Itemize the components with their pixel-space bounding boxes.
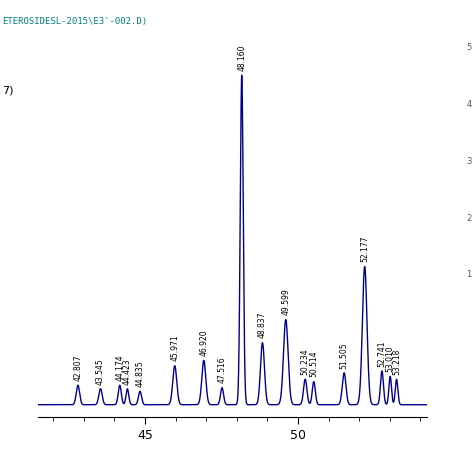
Text: 52.177: 52.177 bbox=[360, 236, 369, 262]
Text: 50.514: 50.514 bbox=[310, 351, 318, 377]
Text: 7): 7) bbox=[2, 85, 14, 95]
Text: 48.837: 48.837 bbox=[258, 312, 267, 338]
Text: 47.516: 47.516 bbox=[218, 357, 227, 383]
Text: 44.835: 44.835 bbox=[136, 360, 145, 387]
Text: 42.807: 42.807 bbox=[73, 355, 82, 381]
Text: 45.971: 45.971 bbox=[170, 335, 179, 362]
Text: 4: 4 bbox=[466, 100, 472, 109]
Text: 2: 2 bbox=[466, 214, 472, 222]
Text: 44.423: 44.423 bbox=[123, 358, 132, 384]
Text: 53.010: 53.010 bbox=[386, 346, 395, 372]
Text: 51.505: 51.505 bbox=[339, 342, 348, 369]
Text: 48.160: 48.160 bbox=[237, 45, 246, 71]
Text: 43.545: 43.545 bbox=[96, 358, 105, 384]
Text: 53.218: 53.218 bbox=[392, 348, 401, 375]
Text: 1: 1 bbox=[466, 271, 472, 279]
Text: 3: 3 bbox=[466, 157, 472, 165]
Text: ETEROSIDESL-2015\E3'-002.D): ETEROSIDESL-2015\E3'-002.D) bbox=[2, 17, 147, 26]
Text: 49.599: 49.599 bbox=[281, 289, 290, 315]
Text: 52.741: 52.741 bbox=[377, 340, 386, 367]
Text: 50.234: 50.234 bbox=[301, 348, 310, 375]
Text: 5: 5 bbox=[466, 43, 472, 52]
Text: 46.920: 46.920 bbox=[199, 329, 208, 356]
Text: 44.174: 44.174 bbox=[115, 355, 124, 381]
